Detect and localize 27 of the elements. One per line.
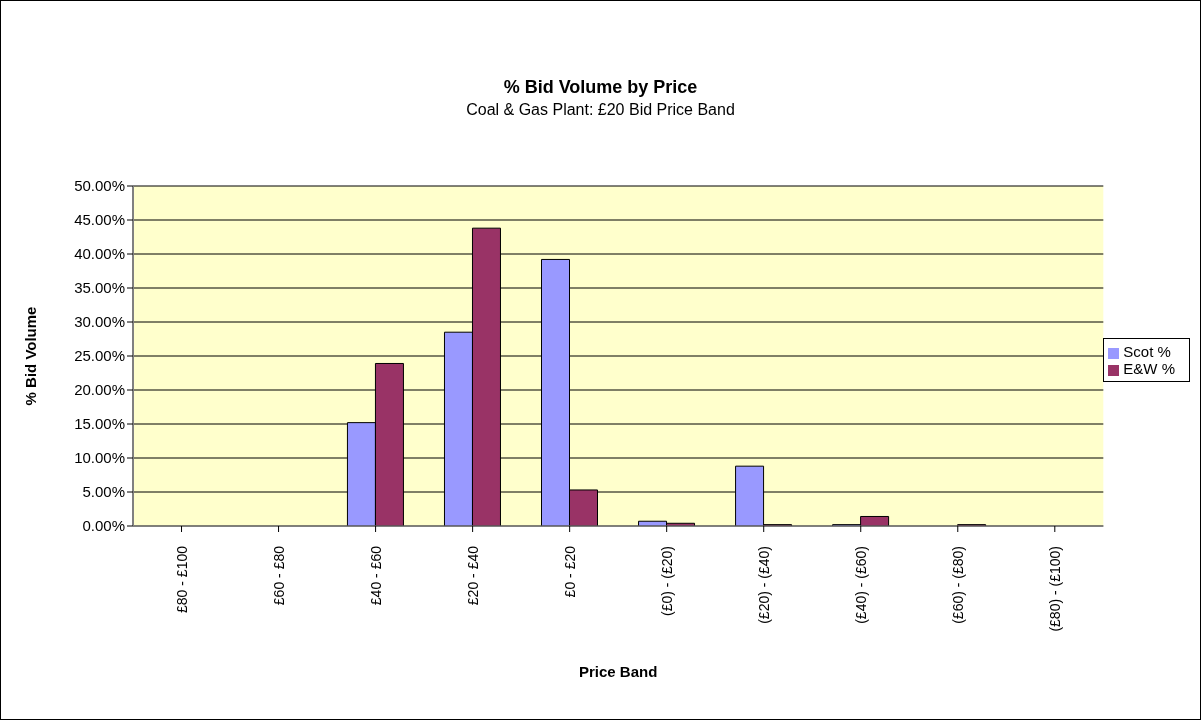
y-axis-title: % Bid Volume [22,306,40,406]
x-tick-label: £80 - £100 [173,545,190,613]
y-tick-label: 35.00% [74,279,125,297]
y-tick-label: 45.00% [74,211,125,229]
y-tick-label: 0.00% [82,517,125,535]
legend-label: E&W % [1123,360,1175,377]
x-tick-label: £60 - £80 [270,545,287,606]
x-tick-label: (£80) - (£100) [1046,546,1063,632]
y-tick-label: 40.00% [74,245,125,263]
x-tick-label: (£20) - (£40) [755,546,772,624]
legend-label: Scot % [1123,343,1171,360]
chart-subtitle: Coal & Gas Plant: £20 Bid Price Band [465,101,736,119]
y-tick-label: 50.00% [74,177,125,195]
y-tick-label: 10.00% [74,449,125,467]
y-tick-label: 30.00% [74,313,125,331]
x-tick-label: (£40) - (£60) [852,546,869,624]
x-tick-label: £0 - £20 [561,545,578,598]
x-tick-label: £40 - £60 [367,545,384,606]
x-tick-label: £20 - £40 [464,545,481,606]
y-tick-label: 25.00% [74,347,125,365]
chart-title: % Bid Volume by Price [502,77,699,98]
x-tick-label: (£0) - (£20) [658,546,675,617]
y-tick-label: 15.00% [74,415,125,433]
x-tick-label: (£60) - (£80) [949,546,966,624]
x-axis-title: Price Band [578,663,658,680]
y-tick-label: 5.00% [82,483,125,501]
y-tick-label: 20.00% [74,381,125,399]
